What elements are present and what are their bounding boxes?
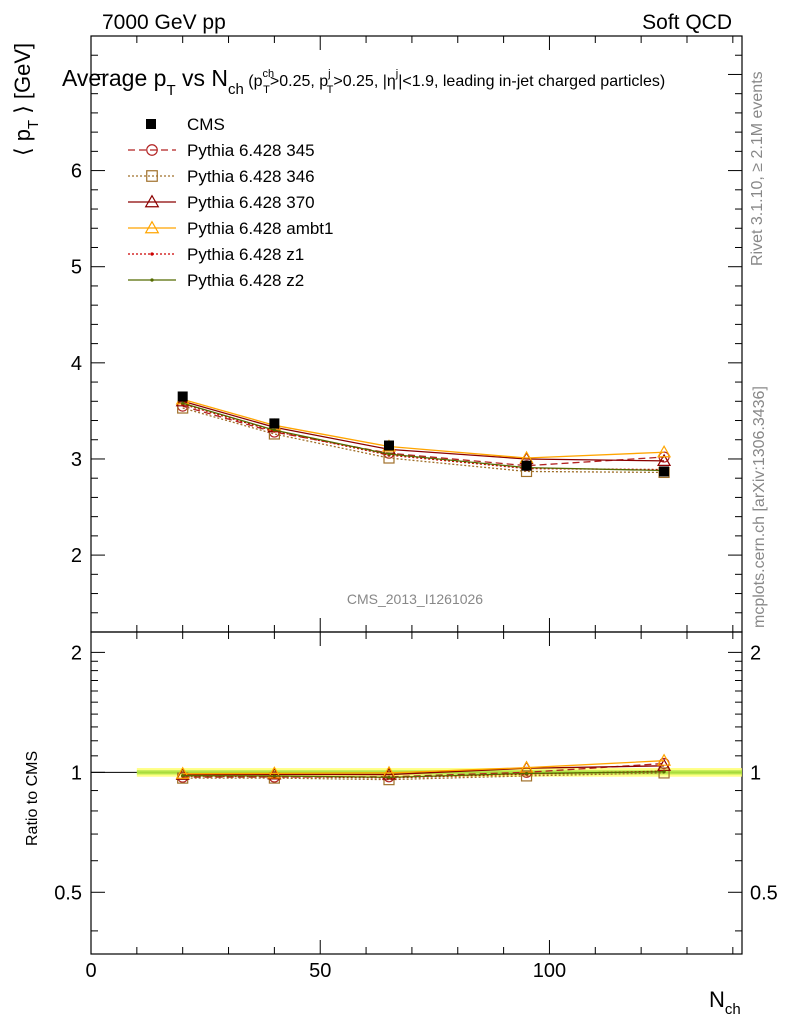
- title-main-mid: vs N: [176, 65, 228, 91]
- ratio-series-point: [520, 770, 533, 782]
- header-right: Soft QCD: [642, 11, 732, 34]
- ratio-tick-label: 2: [71, 642, 82, 664]
- title-cut3-post: |<1.9, leading in-jet charged particles): [398, 73, 665, 90]
- legend-label: Pythia 6.428 370: [187, 193, 315, 212]
- header-left: 7000 GeV pp: [102, 11, 226, 34]
- y-tick-label: 5: [71, 257, 82, 279]
- x-tick-label: 100: [533, 960, 566, 982]
- cms-data-point: [269, 418, 280, 429]
- cms-data-point: [177, 391, 188, 402]
- y-tick-label: 3: [71, 449, 82, 471]
- ratio-series-point: [662, 770, 666, 774]
- ratio-series-line: [182, 772, 665, 781]
- ratio-series-point: [181, 774, 185, 778]
- legend-marker: [150, 252, 154, 256]
- title-main-sub: T: [166, 82, 175, 99]
- title-main-pre: Average p: [62, 65, 166, 91]
- ratio-tick-label: 1: [71, 762, 82, 784]
- rivet-version-label: Rivet 3.1.10, ≥ 2.1M events: [749, 71, 766, 266]
- y-axis-label-sub: T: [25, 120, 42, 129]
- y-axis-label: ⟨ pT ⟩ [GeV]: [10, 43, 42, 156]
- series-point: [657, 445, 672, 458]
- legend-marker: [146, 144, 158, 156]
- ratio-tick-label: 2: [750, 642, 761, 664]
- y-tick-label: 2: [71, 545, 82, 567]
- ratio-series-line: [182, 762, 665, 778]
- x-tick-label: 50: [309, 960, 331, 982]
- series-line: [182, 398, 665, 459]
- ratio-series-line: [182, 760, 665, 775]
- series-point: [387, 452, 391, 456]
- legend-marker: [150, 278, 154, 282]
- title-main-sub2: ch: [228, 81, 244, 98]
- cms-data-point: [659, 466, 670, 477]
- x-tick-label: 0: [85, 960, 96, 982]
- legend-label: Pythia 6.428 346: [187, 167, 315, 186]
- title-cut1-post: >0.25, p: [270, 73, 328, 90]
- analysis-watermark: CMS_2013_I1261026: [347, 591, 483, 607]
- legend-label: CMS: [187, 115, 225, 134]
- series-point: [181, 401, 185, 405]
- legend: CMS Pythia 6.428 345 Pythia 6.428 346 Pythi…: [128, 115, 333, 290]
- ratio-tick-label: 0.5: [750, 882, 778, 904]
- y-axis-label-post: ⟩ [GeV]: [10, 43, 35, 120]
- ratio-series-point: [658, 767, 670, 779]
- ratio-series-point: [524, 771, 529, 776]
- legend-marker: [144, 220, 160, 234]
- legend-label: Pythia 6.428 345: [187, 141, 315, 160]
- main-series-group: [175, 391, 672, 479]
- legend-label: Pythia 6.428 ambt1: [187, 219, 333, 238]
- title-cut1-sup: ch: [263, 68, 275, 80]
- series-point: [272, 428, 276, 432]
- title-cut3-sup: j: [395, 68, 398, 80]
- title-cut2-sup: j: [327, 68, 330, 80]
- title-cut1-pre: (p: [244, 73, 263, 90]
- title-cut1-sub: T: [263, 84, 270, 96]
- cms-data-point: [383, 440, 394, 451]
- plot-title: Average pT vs Nch (pch T>0.25, pj T>0.25, …: [62, 65, 665, 99]
- ratio-series-point: [387, 775, 391, 779]
- title-cut2-post: >0.25, |η: [333, 73, 395, 90]
- series-line: [182, 405, 665, 467]
- ratio-series-point: [175, 766, 190, 779]
- series-line: [182, 400, 665, 462]
- legend-label: Pythia 6.428 z1: [187, 245, 304, 264]
- x-axis-label-main: N: [709, 987, 725, 1012]
- legend-marker: [144, 194, 160, 208]
- main-y-ticks: 2 3 4 5 6: [71, 35, 742, 633]
- legend-marker: [146, 170, 158, 182]
- ratio-y-axis-label: Ratio to CMS: [24, 751, 41, 846]
- y-tick-label: 6: [71, 161, 82, 183]
- ratio-series-point: [272, 774, 276, 778]
- series-line: [182, 407, 665, 474]
- y-axis-label-pre: ⟨ p: [10, 129, 35, 156]
- ratio-tick-label: 0.5: [54, 882, 82, 904]
- series-point: [657, 453, 672, 466]
- ratio-plot-frame: [90, 631, 743, 955]
- x-axis-label-sub: ch: [725, 1001, 741, 1018]
- title-cut2-sub: T: [327, 84, 334, 96]
- legend-marker-cms: [146, 119, 156, 129]
- cms-data-point: [521, 460, 532, 471]
- ratio-y-ticks: 0.5 0.5 1 1 2 2: [54, 642, 778, 932]
- ratio-series-point: [657, 753, 672, 766]
- y-tick-label: 4: [71, 353, 82, 375]
- legend-label: Pythia 6.428 z2: [187, 271, 304, 290]
- ratio-series-line: [182, 765, 665, 776]
- x-axis-label: Nch: [709, 987, 741, 1018]
- x-ticks: 0 50 100: [85, 36, 734, 982]
- mcplots-label: mcplots.cern.ch [arXiv:1306.3436]: [751, 386, 768, 628]
- ratio-tick-label: 1: [750, 762, 761, 784]
- ratio-series-group: [175, 753, 672, 786]
